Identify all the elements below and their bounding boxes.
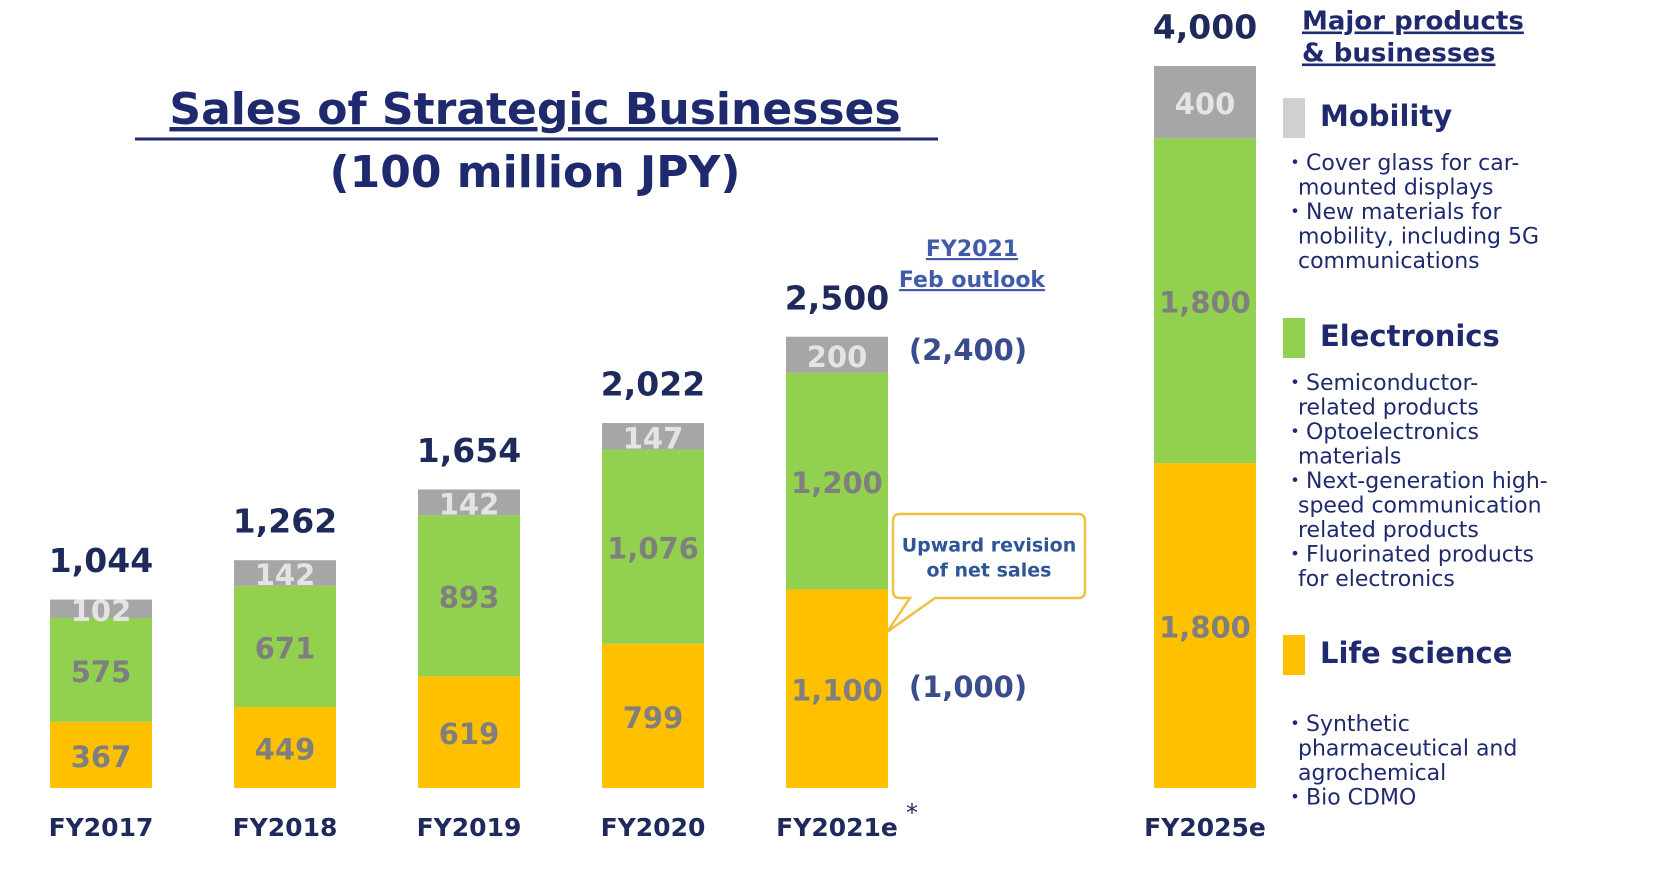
bar-segment <box>234 706 336 788</box>
segment-label: 147 <box>623 421 684 455</box>
product-line: ・Semiconductor- <box>1284 371 1478 396</box>
product-line: ・New materials for <box>1284 200 1502 225</box>
product-line: ・Fluorinated products <box>1284 543 1534 568</box>
bar-segment <box>602 423 704 450</box>
panel-title: Major products <box>1302 7 1524 37</box>
panel-title: & businesses <box>1302 39 1495 69</box>
segment-label: 893 <box>439 581 500 615</box>
segment-label: 1,076 <box>607 532 699 566</box>
segment-label: 575 <box>71 655 132 689</box>
bar-segment <box>1154 66 1256 139</box>
segment-label: 1,200 <box>791 466 883 500</box>
legend-swatch <box>1283 635 1305 675</box>
outlook-total: (2,400) <box>909 333 1027 367</box>
bar-segment <box>50 599 152 618</box>
callout-text: of net sales <box>927 560 1052 582</box>
total-label: 2,500 <box>785 278 889 317</box>
legend-label: Electronics <box>1320 319 1500 353</box>
total-label: 1,044 <box>49 541 153 580</box>
product-line: speed communication <box>1298 494 1542 519</box>
outlook-heading: FY2021 <box>926 237 1018 262</box>
chart-subtitle: (100 million JPY) <box>330 147 741 198</box>
bar-segment <box>786 589 888 788</box>
total-label: 4,000 <box>1153 8 1257 47</box>
x-tick-label: FY2018 <box>233 813 338 842</box>
bar-segment <box>418 515 520 677</box>
legend-label: Life science <box>1320 636 1512 670</box>
product-line: related products <box>1298 518 1479 543</box>
segment-label: 102 <box>71 594 132 628</box>
total-label: 1,654 <box>417 431 521 470</box>
segment-label: 1,800 <box>1159 286 1251 320</box>
product-line: pharmaceutical and <box>1298 737 1517 762</box>
product-line: mounted displays <box>1298 176 1493 201</box>
legend-swatch <box>1283 98 1305 138</box>
segment-label: 142 <box>255 558 316 592</box>
legend-label: Mobility <box>1320 99 1452 133</box>
bar-segment <box>50 617 152 722</box>
segment-label: 1,100 <box>791 674 883 708</box>
total-label: 1,262 <box>233 502 337 541</box>
segment-label: 1,800 <box>1159 611 1251 645</box>
product-line: mobility, including 5G <box>1298 225 1539 250</box>
product-line: ・Bio CDMO <box>1284 786 1416 811</box>
segment-label: 799 <box>623 701 684 735</box>
segment-label: 449 <box>255 732 316 766</box>
bar-segment <box>786 372 888 590</box>
product-line: for electronics <box>1298 567 1455 592</box>
segment-label: 671 <box>255 631 316 665</box>
product-line: ・Optoelectronics <box>1284 420 1479 445</box>
product-line: materials <box>1298 445 1401 470</box>
segment-label: 619 <box>439 717 500 751</box>
total-label: 2,022 <box>601 365 705 404</box>
product-line: agrochemical <box>1298 761 1446 786</box>
x-tick-label: FY2017 <box>49 813 154 842</box>
x-tick-label: FY2025e <box>1144 813 1266 842</box>
x-tick-label: FY2021e <box>776 813 898 842</box>
outlook-life: (1,000) <box>909 670 1027 704</box>
bar-segment <box>786 336 888 373</box>
bar-segment <box>234 585 336 707</box>
bar-segment <box>50 721 152 788</box>
bar-segment <box>1154 463 1256 788</box>
callout-box <box>885 512 1087 634</box>
outlook-heading: Feb outlook <box>899 268 1047 293</box>
product-line: related products <box>1298 396 1479 421</box>
asterisk: * <box>906 799 918 827</box>
legend-swatch <box>1283 318 1305 358</box>
bar-segment <box>418 676 520 788</box>
segment-label: 400 <box>1175 87 1236 121</box>
bar-segment <box>602 449 704 644</box>
bar-segment <box>418 489 520 516</box>
segment-label: 367 <box>71 740 132 774</box>
product-line: ・Next-generation high- <box>1284 469 1548 494</box>
bar-segment <box>602 643 704 788</box>
product-line: ・Cover glass for car- <box>1284 151 1519 176</box>
product-line: ・Synthetic <box>1284 712 1410 737</box>
x-tick-label: FY2019 <box>417 813 522 842</box>
chart-title: Sales of Strategic Businesses <box>169 84 900 135</box>
segment-label: 200 <box>807 340 868 374</box>
bar-segment <box>234 560 336 586</box>
x-tick-label: FY2020 <box>601 813 706 842</box>
callout-text: Upward revision <box>902 535 1077 557</box>
bar-segment <box>1154 138 1256 464</box>
product-line: communications <box>1298 249 1480 274</box>
segment-label: 142 <box>439 487 500 521</box>
